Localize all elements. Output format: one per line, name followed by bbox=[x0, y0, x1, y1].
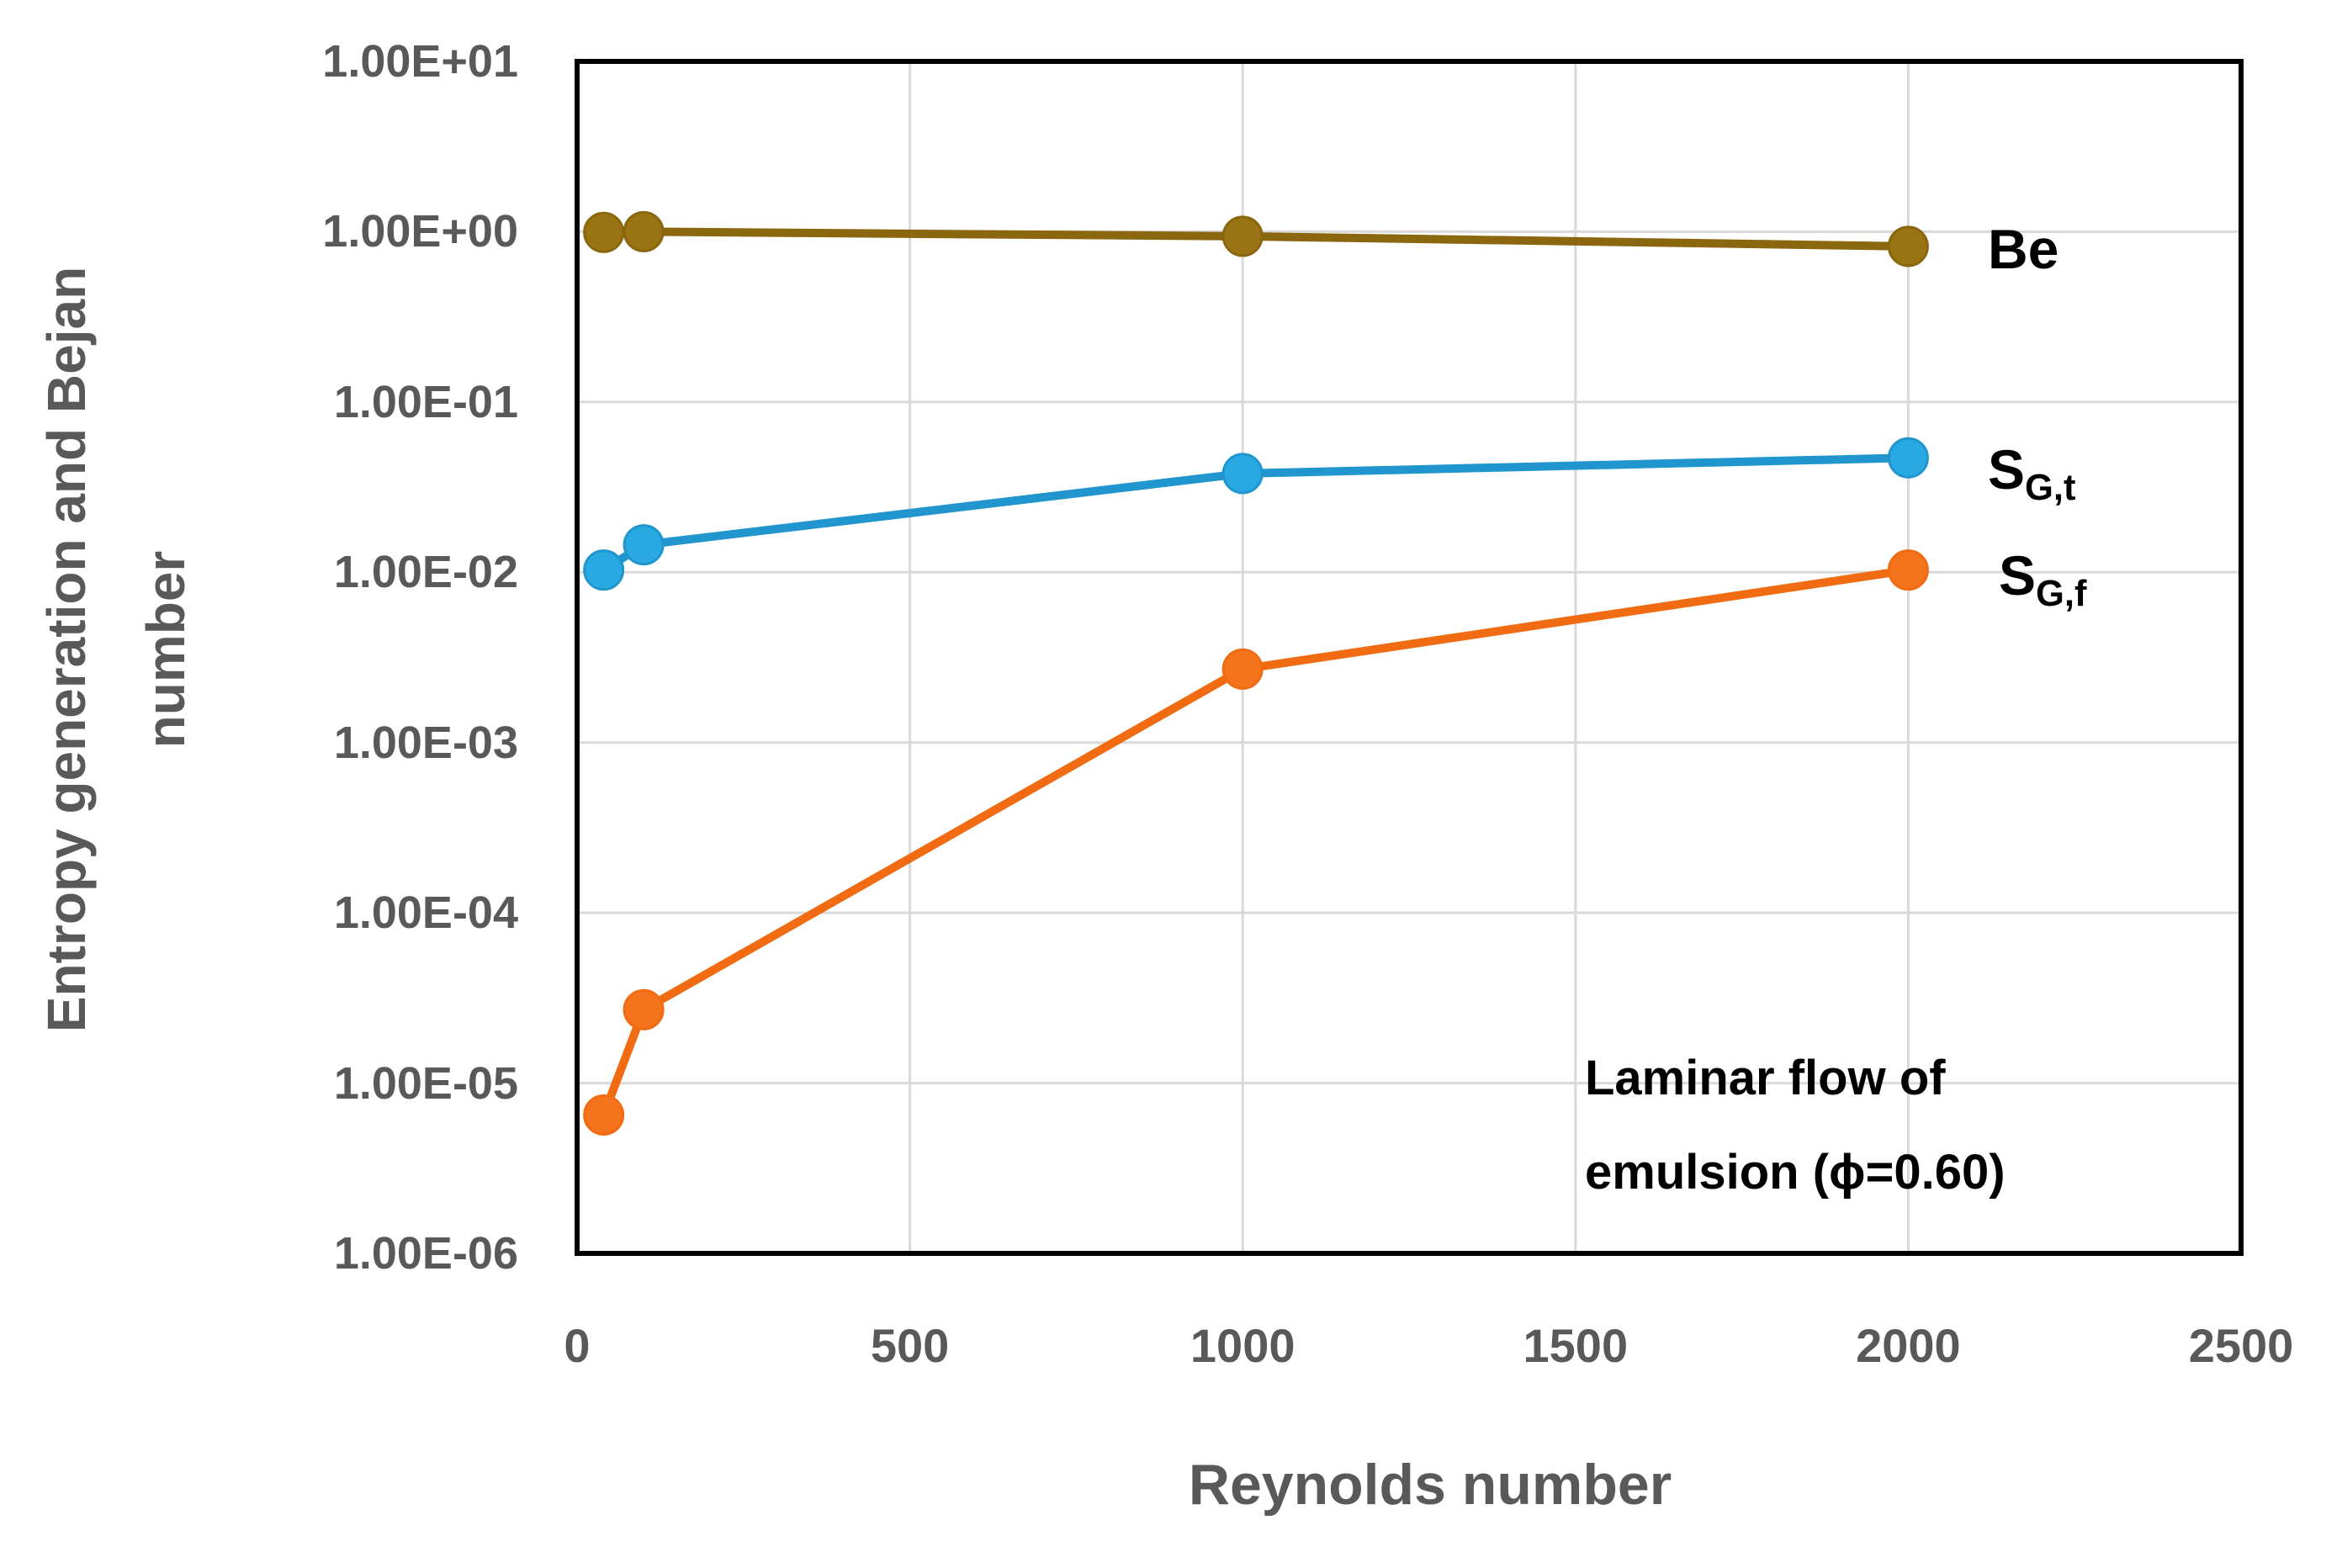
data-point-Be-re100 bbox=[623, 210, 665, 252]
y-axis-title-line-2: number bbox=[135, 550, 196, 749]
y-tick-label-1.00E+00: 1.00E+00 bbox=[322, 206, 518, 257]
data-point-Be-re1000 bbox=[1221, 215, 1264, 257]
data-point-Be-re40 bbox=[583, 211, 625, 253]
x-tick-label-500: 500 bbox=[870, 1319, 950, 1372]
series-label-sgt: SG,t bbox=[1988, 438, 2076, 509]
series-line-S_G,t bbox=[599, 453, 1913, 575]
data-point-Be-re2000 bbox=[1887, 225, 1929, 268]
annotation-line-1: Laminar flow of bbox=[1585, 1051, 1946, 1105]
data-point-S_G,f-re40 bbox=[583, 1094, 625, 1136]
series-label-sgf: SG,f bbox=[1999, 544, 2087, 615]
y-axis-title: Entropy generation and Bejan number bbox=[17, 19, 215, 1280]
y-tick-label-1.00E+01: 1.00E+01 bbox=[322, 36, 518, 87]
plot-border bbox=[575, 59, 2244, 1256]
annotation-line-2: emulsion (ϕ=0.60) bbox=[1585, 1145, 2006, 1200]
data-point-S_G,t-re40 bbox=[583, 549, 625, 591]
y-tick-label-1.00E-01: 1.00E-01 bbox=[333, 376, 518, 427]
series-label-be: Be bbox=[1988, 218, 2059, 280]
data-point-S_G,f-re1000 bbox=[1221, 648, 1264, 690]
data-point-S_G,t-re1000 bbox=[1221, 453, 1264, 495]
x-tick-label-2000: 2000 bbox=[1856, 1319, 1961, 1372]
series-line-S_G,f bbox=[599, 565, 1913, 1120]
y-tick-label-1.00E-04: 1.00E-04 bbox=[333, 887, 518, 939]
data-point-S_G,f-re2000 bbox=[1887, 549, 1929, 591]
x-tick-label-1000: 1000 bbox=[1190, 1319, 1296, 1372]
x-tick-label-2500: 2500 bbox=[2188, 1319, 2294, 1372]
x-tick-label-0: 0 bbox=[564, 1319, 591, 1372]
data-point-S_G,t-re100 bbox=[623, 524, 665, 566]
data-point-S_G,f-re100 bbox=[623, 988, 665, 1030]
y-tick-label-1.00E-02: 1.00E-02 bbox=[333, 547, 518, 598]
y-axis-title-line-1: Entropy generation and Bejan bbox=[36, 266, 97, 1033]
data-point-S_G,t-re2000 bbox=[1887, 437, 1929, 479]
y-tick-label-1.00E-05: 1.00E-05 bbox=[333, 1057, 518, 1109]
y-tick-label-1.00E-03: 1.00E-03 bbox=[333, 717, 518, 768]
x-axis-title: Reynolds number bbox=[1188, 1453, 1672, 1517]
annotation-laminar-flow: Laminar flow of emulsion (ϕ=0.60) bbox=[1585, 1031, 2006, 1220]
x-tick-label-1500: 1500 bbox=[1523, 1319, 1629, 1372]
y-tick-label-1.00E-06: 1.00E-06 bbox=[333, 1228, 518, 1279]
